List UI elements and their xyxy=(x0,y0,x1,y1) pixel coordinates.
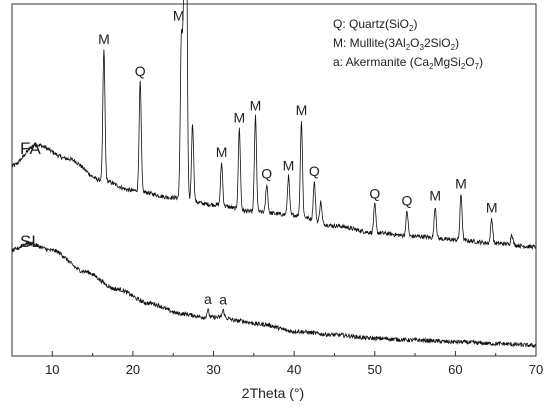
peak-label-fa-3: M xyxy=(173,7,185,23)
x-tick-label-20: 20 xyxy=(126,362,140,377)
peak-label-fa-7: M xyxy=(233,110,245,126)
curves xyxy=(11,0,537,349)
legend: Q: Quartz(SiO2) M: Mullite(3Al2O32SiO2) a:… xyxy=(333,17,483,71)
peak-label-fa-0: M xyxy=(98,31,110,47)
plot-frame xyxy=(11,3,537,357)
peak-label-fa-10: M xyxy=(283,157,295,173)
x-tick-label-10: 10 xyxy=(45,362,59,377)
peak-label-fa-12: Q xyxy=(309,163,320,179)
x-tick-label-40: 40 xyxy=(287,362,301,377)
legend-entry-m: M: Mullite(3Al2O32SiO2) xyxy=(333,36,459,52)
peak-label-fa-18: M xyxy=(486,200,498,216)
peak-label-sl-1: a xyxy=(219,291,227,307)
series-line-fa xyxy=(11,0,537,250)
x-axis-title: 2Theta (°) xyxy=(242,385,304,401)
peak-label-fa-16: M xyxy=(429,187,441,203)
peak-label-fa-9: Q xyxy=(261,165,272,181)
x-tick-label-30: 30 xyxy=(206,362,220,377)
x-tick-label-70: 70 xyxy=(529,362,543,377)
peak-label-sl-0: a xyxy=(204,291,212,307)
x-tick-label-50: 50 xyxy=(368,362,382,377)
legend-entry-q: Q: Quartz(SiO2) xyxy=(333,17,417,33)
peak-label-fa-15: Q xyxy=(402,192,413,208)
series-label-fa: FA xyxy=(20,139,41,158)
peak-label-fa-1: Q xyxy=(135,63,146,79)
peak-label-fa-11: M xyxy=(296,102,308,118)
series-line-sl xyxy=(11,241,537,349)
peak-label-fa-6: M xyxy=(216,144,228,160)
legend-entry-a: a: Akermanite (Ca2MgSi2O7) xyxy=(333,55,483,71)
series-label-sl: SL xyxy=(20,232,41,251)
series-labels: FA SL xyxy=(20,139,41,251)
peak-label-fa-17: M xyxy=(455,175,467,191)
peak-labels: MQMQMMMQMMQQQMMMaa xyxy=(98,7,498,307)
peak-label-fa-14: Q xyxy=(369,186,380,202)
x-axis-ticks: 10 20 30 40 50 60 70 xyxy=(11,351,543,377)
x-tick-label-60: 60 xyxy=(448,362,462,377)
peak-label-fa-8: M xyxy=(250,98,262,114)
